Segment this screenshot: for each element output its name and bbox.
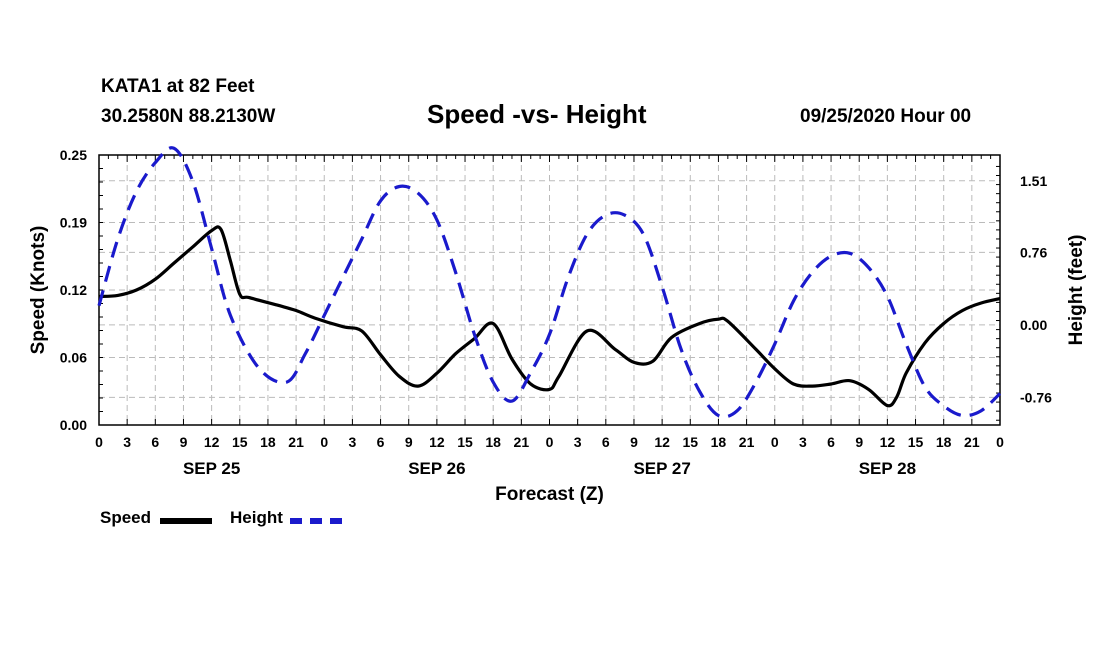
- x-day-label: SEP 25: [183, 459, 240, 478]
- y2-axis-title: Height (feet): [1066, 235, 1087, 346]
- x-tick-label: 9: [630, 434, 638, 450]
- x-tick-label: 15: [457, 434, 473, 450]
- x-tick-label: 9: [405, 434, 413, 450]
- station-label: KATA1 at 82 Feet: [101, 76, 255, 97]
- legend-height-swatch: [290, 518, 342, 524]
- x-tick-label: 0: [996, 434, 1004, 450]
- x-tick-label: 6: [151, 434, 159, 450]
- legend-speed-swatch: [160, 518, 212, 524]
- chart-title: Speed -vs- Height: [427, 99, 647, 129]
- x-tick-label: 18: [936, 434, 952, 450]
- y2-tick-label: 0.76: [1020, 244, 1047, 260]
- x-tick-label: 0: [546, 434, 554, 450]
- y-axis-title: Speed (Knots): [28, 226, 49, 355]
- x-tick-label: 3: [799, 434, 807, 450]
- legend-height-label: Height: [230, 508, 283, 527]
- x-tick-label: 18: [485, 434, 501, 450]
- x-tick-label: 12: [204, 434, 220, 450]
- x-tick-label: 15: [908, 434, 924, 450]
- x-tick-label: 3: [574, 434, 582, 450]
- y-tick-label: 0.19: [60, 215, 87, 231]
- x-tick-label: 0: [771, 434, 779, 450]
- y-tick-label: 0.00: [60, 417, 87, 433]
- coordinates-label: 30.2580N 88.2130W: [101, 106, 276, 127]
- y-tick-label: 0.25: [60, 147, 87, 163]
- y-tick-label: 0.06: [60, 350, 87, 366]
- y-tick-label: 0.12: [60, 282, 87, 298]
- x-tick-label: 21: [964, 434, 980, 450]
- x-day-label: SEP 26: [408, 459, 465, 478]
- x-tick-label: 6: [827, 434, 835, 450]
- x-tick-label: 15: [682, 434, 698, 450]
- x-tick-label: 0: [320, 434, 328, 450]
- x-day-label: SEP 27: [633, 459, 690, 478]
- x-axis-title: Forecast (Z): [495, 484, 604, 505]
- x-tick-label: 9: [180, 434, 188, 450]
- y2-tick-label: 0.00: [1020, 317, 1047, 333]
- x-tick-label: 3: [123, 434, 131, 450]
- y2-tick-label: 1.51: [1020, 173, 1047, 189]
- x-tick-label: 15: [232, 434, 248, 450]
- x-tick-label: 21: [514, 434, 530, 450]
- x-tick-label: 6: [602, 434, 610, 450]
- x-tick-label: 9: [855, 434, 863, 450]
- x-tick-label: 18: [711, 434, 727, 450]
- x-tick-label: 18: [260, 434, 276, 450]
- y2-tick-label: -0.76: [1020, 389, 1052, 405]
- x-day-label: SEP 28: [859, 459, 916, 478]
- x-tick-label: 6: [377, 434, 385, 450]
- x-tick-label: 21: [288, 434, 304, 450]
- forecast-datetime: 09/25/2020 Hour 00: [800, 106, 972, 127]
- height-series-line: [97, 146, 1002, 419]
- x-tick-label: 12: [429, 434, 445, 450]
- x-tick-label: 3: [349, 434, 357, 450]
- x-tick-label: 12: [654, 434, 670, 450]
- speed-series-line: [98, 225, 1001, 408]
- legend-speed-label: Speed: [100, 508, 152, 527]
- x-tick-label: 12: [880, 434, 896, 450]
- x-tick-label: 21: [739, 434, 755, 450]
- x-tick-label: 0: [95, 434, 103, 450]
